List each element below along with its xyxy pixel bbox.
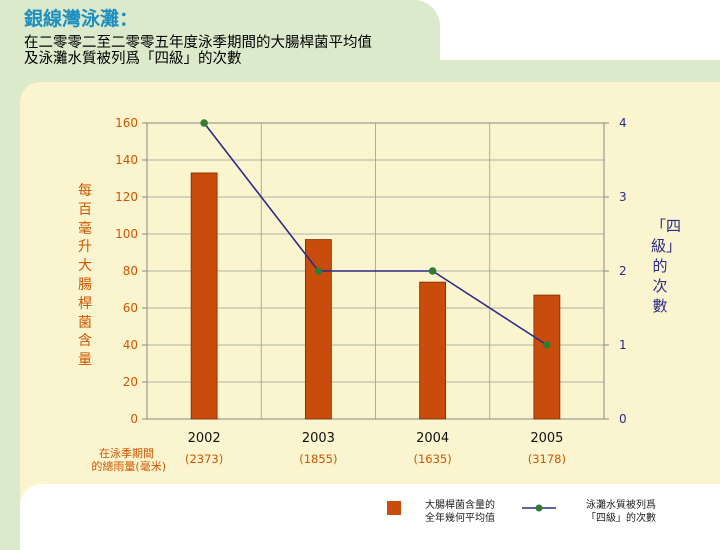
x-tick-label: 2002 <box>188 431 221 446</box>
legend-bar-swatch <box>387 501 401 515</box>
line-series <box>203 122 548 346</box>
y-tick-label-left: 20 <box>123 375 138 389</box>
x-tick-label: 2004 <box>416 431 449 446</box>
x-tick-label: 2005 <box>530 431 563 446</box>
y-axis-label-right: 「四級」的次數 <box>651 217 682 315</box>
bar-2005 <box>533 294 561 420</box>
legend-line-label-line-1: 泳灘水質被列爲 <box>586 500 656 511</box>
y-tick-label-left: 120 <box>115 190 138 204</box>
x-tick-label: 2003 <box>302 431 335 446</box>
y-tick-label-left: 140 <box>115 153 138 167</box>
x-rainfall-label: (3178) <box>528 452 566 466</box>
chart-panel <box>20 82 720 522</box>
bar-2004 <box>419 281 447 420</box>
line-point-2003 <box>314 267 323 275</box>
y-tick-label-right: 2 <box>619 264 627 278</box>
line-point-2004 <box>428 267 437 275</box>
bar-2003 <box>304 239 332 420</box>
x-rainfall-label: (1635) <box>414 452 452 466</box>
subtitle-line-2: 及泳灘水質被列爲「四級」的次數 <box>24 51 242 67</box>
y-tick-label-right: 0 <box>619 412 627 426</box>
y-tick-label-left: 60 <box>123 301 138 315</box>
rainfall-caption-line-2: 的總雨量(毫米) <box>91 460 166 473</box>
bar-2002 <box>190 172 218 420</box>
y-tick-label-left: 80 <box>123 264 138 278</box>
y-tick-label-left: 160 <box>115 116 138 130</box>
x-rainfall-label: (2373) <box>185 452 223 466</box>
legend-bar-label-line-2: 全年幾何平均值 <box>425 513 495 524</box>
y-tick-label-left: 0 <box>130 412 138 426</box>
legend-panel <box>20 484 720 550</box>
y-tick-label-left: 100 <box>115 227 138 241</box>
y-axis-label-left: 每百毫升大腸桿菌含量 <box>78 183 92 369</box>
y-tick-label-right: 1 <box>619 338 627 352</box>
y-tick-label-left: 40 <box>123 338 138 352</box>
subtitle-line-1: 在二零零二至二零零五年度泳季期間的大腸桿菌平均值 <box>24 35 372 51</box>
legend-bar-label-line-1: 大腸桿菌含量的 <box>425 500 495 511</box>
line-point-2005 <box>543 341 551 349</box>
x-rainfall-label: (1855) <box>299 452 337 466</box>
y-tick-label-right: 3 <box>619 190 627 204</box>
page-title: 銀線灣泳灘： <box>24 8 139 30</box>
legend-line-label-line-2: 「四級」的次數 <box>586 513 656 524</box>
y-tick-label-right: 4 <box>619 116 627 130</box>
rainfall-caption-line-1: 在泳季期間 <box>99 447 154 460</box>
line-point-2002 <box>200 119 208 127</box>
legend-line-icon <box>522 504 556 512</box>
